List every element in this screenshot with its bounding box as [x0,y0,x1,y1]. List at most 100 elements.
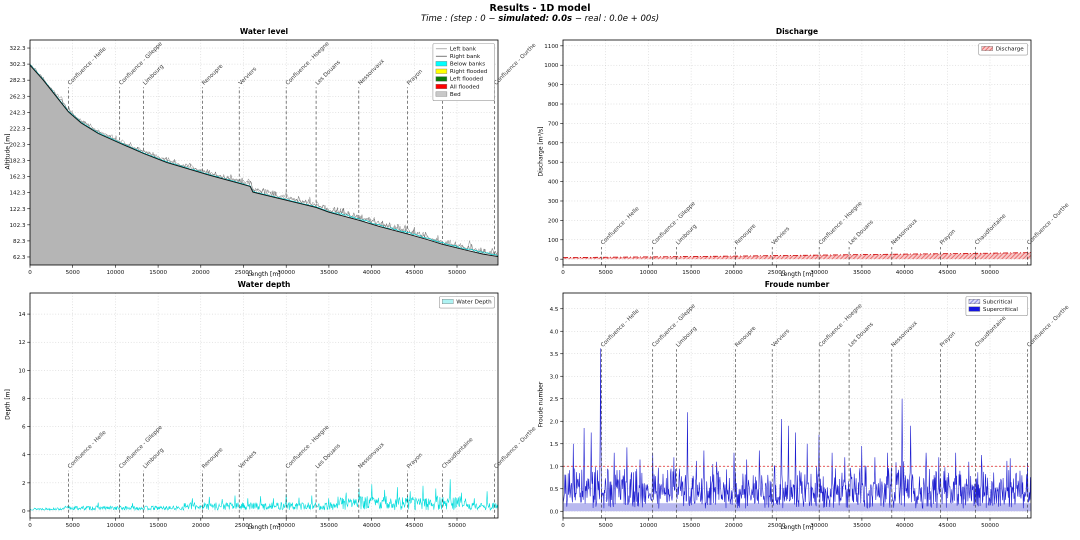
ylabel-water-level: Altitude [m] [4,133,12,170]
bed-line [29,64,499,258]
y-tick-label: 12 [18,340,25,346]
right-bank-line [29,64,498,256]
ylabel-water-depth: Depth [m] [4,389,12,420]
discharge-line [562,252,1032,258]
x-tick-label: 10000 [107,270,125,276]
subtitle-pre: Time : (step : 0 − [420,14,499,24]
y-tick-label: 3.0 [550,374,559,380]
y-tick-label: 4.5 [550,307,559,313]
station-label: Confluence - Ourthe [493,42,538,87]
y-tick-label: 242.3 [9,110,25,116]
legend-swatch [435,61,448,67]
x-tick-label: 0 [28,270,32,276]
y-tick-label: 82.3 [13,239,26,245]
subcritical-band [563,503,1031,512]
x-tick-label: 45000 [405,270,423,276]
y-tick-label: 0.5 [550,487,559,493]
x-tick-label: 30000 [277,523,295,529]
legend-label: All flooded [450,84,480,90]
depth-line [29,479,499,512]
y-tick-label: 302.3 [9,62,25,68]
legend-label: Below banks [450,62,485,68]
panel-title-water-depth: Water depth [237,280,291,289]
legend-label: Right flooded [450,69,488,75]
x-tick-label: 15000 [149,523,167,529]
legend-label: Subcritical [983,299,1013,305]
y-tick-label: 500 [548,160,559,166]
plot-border-water_level [29,39,499,266]
x-tick-label: 25000 [235,270,253,276]
y-tick-label: 800 [548,102,559,108]
ylabel-discharge: Discharge [m³/s] [537,126,545,177]
legend-box [965,296,1028,317]
x-tick-label: 45000 [938,523,956,529]
panel-discharge: Confluence - Helle Confluence - GileppeLi… [544,39,1071,276]
y-tick-label: 300 [548,199,559,205]
panel-water_level: Confluence - Helle Confluence - GileppeLi… [9,39,538,276]
y-tick-label: 2.5 [550,397,559,403]
y-tick-label: 200 [548,218,559,224]
y-tick-label: 122.3 [9,207,25,213]
legend-swatch [968,299,981,305]
legend-label: Water Depth [456,299,492,305]
y-tick-label: 2.0 [550,419,559,425]
x-tick-label: 50000 [981,523,999,529]
x-tick-label: 40000 [363,523,381,529]
x-tick-label: 0 [561,270,565,276]
plot-bg-discharge [563,40,1031,265]
x-tick-label: 45000 [938,270,956,276]
plot-border-froude [562,292,1032,519]
y-tick-label: 2 [22,481,26,487]
plot-border-discharge [562,39,1032,266]
y-tick-label: 262.3 [9,94,25,100]
x-tick-label: 25000 [235,523,253,529]
xlabel-water-depth: Length [m] [247,524,281,531]
y-tick-label: 4.0 [550,329,559,335]
x-tick-label: 40000 [896,270,914,276]
legend-swatch [435,91,448,97]
y-tick-label: 14 [18,312,26,318]
y-tick-label: 900 [548,83,559,89]
y-tick-label: 700 [548,121,559,127]
x-tick-label: 20000 [725,523,743,529]
y-tick-label: 1000 [544,63,559,69]
x-tick-label: 20000 [725,270,743,276]
panel-title-froude: Froude number [764,280,830,289]
y-tick-label: 202.3 [9,142,25,148]
x-tick-label: 15000 [682,270,700,276]
legend-box [432,43,495,102]
legend-swatch [442,299,454,305]
legend-label: Supercritical [983,307,1018,313]
y-tick-label: 62.3 [13,255,26,261]
x-tick-label: 10000 [640,523,658,529]
froude-line [562,348,1032,510]
x-tick-label: 10000 [107,523,125,529]
x-tick-label: 40000 [363,270,381,276]
y-tick-label: 4 [22,453,26,459]
plot-bg-water_depth [30,293,498,518]
x-tick-label: 30000 [810,523,828,529]
x-tick-label: 45000 [405,523,423,529]
legend-swatch [435,76,448,82]
x-tick-label: 35000 [853,270,871,276]
legend-label: Bed [450,92,461,98]
x-tick-label: 15000 [682,523,700,529]
ylabel-froude: Froude number [537,381,545,428]
y-tick-label: 142.3 [9,191,25,197]
x-tick-label: 5000 [66,270,81,276]
y-tick-label: 100 [548,238,559,244]
y-tick-label: 1.5 [550,442,559,448]
y-tick-label: 600 [548,141,559,147]
x-tick-label: 15000 [149,270,167,276]
legend-swatch [981,46,993,52]
y-tick-label: 162.3 [9,175,25,181]
x-tick-label: 20000 [192,523,210,529]
xlabel-water-level: Length [m] [247,271,281,278]
legend-label: Left flooded [450,77,484,83]
panel-title-water-level: Water level [239,27,289,36]
y-tick-label: 1100 [544,44,559,50]
x-tick-label: 5000 [599,523,614,529]
x-tick-label: 20000 [192,270,210,276]
